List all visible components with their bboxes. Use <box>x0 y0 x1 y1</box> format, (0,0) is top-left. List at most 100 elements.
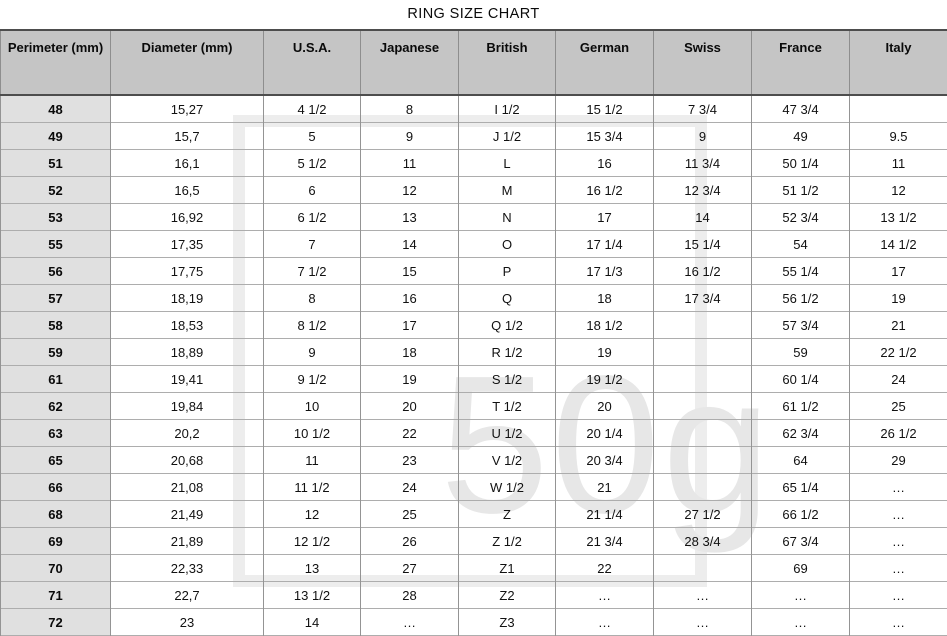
table-row: 53 16,92 6 1/2 13 N 17 14 52 3/4 13 1/2 <box>0 203 947 231</box>
cell: 13 <box>263 554 361 582</box>
cell: 7 1/2 <box>263 257 361 285</box>
cell: 26 <box>360 527 459 555</box>
cell: 54 <box>751 230 850 258</box>
cell: 16 <box>555 149 654 177</box>
cell: S 1/2 <box>458 365 556 393</box>
table-row: 56 17,75 7 1/2 15 P 17 1/3 16 1/2 55 1/4 17 <box>0 257 947 285</box>
cell: 10 <box>263 392 361 420</box>
cell: 11 3/4 <box>653 149 752 177</box>
column-header: British <box>458 30 556 96</box>
cell: 17,35 <box>110 230 264 258</box>
cell: … <box>360 608 459 636</box>
cell: 21,49 <box>110 500 264 528</box>
cell: 62 3/4 <box>751 419 850 447</box>
table-row: 62 19,84 10 20 T 1/2 20 61 1/2 25 <box>0 392 947 420</box>
cell: 19 1/2 <box>555 365 654 393</box>
cell: 14 <box>360 230 459 258</box>
cell: 20 <box>360 392 459 420</box>
cell: 5 1/2 <box>263 149 361 177</box>
cell: 21 1/4 <box>555 500 654 528</box>
cell: 19,84 <box>110 392 264 420</box>
page-title: RING SIZE CHART <box>407 6 540 22</box>
cell: 18 1/2 <box>555 311 654 339</box>
cell: 66 1/2 <box>751 500 850 528</box>
cell: V 1/2 <box>458 446 556 474</box>
column-header: Italy <box>849 30 947 96</box>
cell: 25 <box>849 392 947 420</box>
cell: 19 <box>360 365 459 393</box>
cell: 15 3/4 <box>555 122 654 150</box>
cell: Z <box>458 500 556 528</box>
column-header: France <box>751 30 850 96</box>
cell <box>653 311 752 339</box>
column-header: Diameter (mm) <box>110 30 264 96</box>
cell: 12 1/2 <box>263 527 361 555</box>
row-header-cell: 48 <box>0 95 111 123</box>
cell: L <box>458 149 556 177</box>
cell: N <box>458 203 556 231</box>
cell: 22 <box>360 419 459 447</box>
cell: 8 <box>360 95 459 123</box>
cell: Q 1/2 <box>458 311 556 339</box>
row-header-cell: 52 <box>0 176 111 204</box>
cell: 59 <box>751 338 850 366</box>
cell: 14 1/2 <box>849 230 947 258</box>
cell: 20 3/4 <box>555 446 654 474</box>
ring-size-table: Perimeter (mm) Diameter (mm) U.S.A. Japanes… <box>0 29 947 636</box>
cell: … <box>555 581 654 609</box>
row-header-cell: 57 <box>0 284 111 312</box>
row-header-cell: 71 <box>0 581 111 609</box>
cell <box>653 419 752 447</box>
cell: 10 1/2 <box>263 419 361 447</box>
cell <box>849 95 947 123</box>
cell: 50 1/4 <box>751 149 850 177</box>
cell: 15 1/2 <box>555 95 654 123</box>
cell: 67 3/4 <box>751 527 850 555</box>
table-row: 68 21,49 12 25 Z 21 1/4 27 1/2 66 1/2… <box>0 500 947 528</box>
cell <box>653 338 752 366</box>
cell: 56 1/2 <box>751 284 850 312</box>
cell: T 1/2 <box>458 392 556 420</box>
row-header-cell: 59 <box>0 338 111 366</box>
cell: … <box>849 554 947 582</box>
table-row: 48 15,27 4 1/2 8 I 1/2 15 1/2 7 3/4 47 3/4 <box>0 95 947 123</box>
cell: 51 1/2 <box>751 176 850 204</box>
cell: O <box>458 230 556 258</box>
cell: I 1/2 <box>458 95 556 123</box>
cell: W 1/2 <box>458 473 556 501</box>
cell <box>653 446 752 474</box>
cell: 65 1/4 <box>751 473 850 501</box>
cell: 12 <box>849 176 947 204</box>
cell: 22 1/2 <box>849 338 947 366</box>
cell: Z1 <box>458 554 556 582</box>
cell <box>653 473 752 501</box>
column-header: Swiss <box>653 30 752 96</box>
cell: 9 <box>653 122 752 150</box>
table-container: 50g Perimeter (mm) Diameter (mm) U.S.A. Jap… <box>0 29 947 636</box>
table-row: 55 17,35 7 14 O 17 1/4 15 1/4 54 14 1/2 <box>0 230 947 258</box>
table-row: 65 20,68 11 23 V 1/2 20 3/4 64 29 <box>0 446 947 474</box>
cell: Z 1/2 <box>458 527 556 555</box>
cell: 19 <box>555 338 654 366</box>
cell: 17 <box>360 311 459 339</box>
cell: 47 3/4 <box>751 95 850 123</box>
cell: 16,92 <box>110 203 264 231</box>
cell <box>653 392 752 420</box>
table-row: 51 16,1 5 1/2 11 L 16 11 3/4 50 1/4 11 <box>0 149 947 177</box>
table-row: 49 15,7 5 9 J 1/2 15 3/4 9 49 9.5 <box>0 122 947 150</box>
cell: 13 1/2 <box>263 581 361 609</box>
cell: 18,89 <box>110 338 264 366</box>
cell: 21 <box>849 311 947 339</box>
cell: 17 1/4 <box>555 230 654 258</box>
cell: 25 <box>360 500 459 528</box>
cell: … <box>849 608 947 636</box>
cell: 7 3/4 <box>653 95 752 123</box>
cell: 7 <box>263 230 361 258</box>
row-header-cell: 69 <box>0 527 111 555</box>
cell: 23 <box>360 446 459 474</box>
cell: Z3 <box>458 608 556 636</box>
cell: 15 <box>360 257 459 285</box>
cell: 21 <box>555 473 654 501</box>
cell: 6 1/2 <box>263 203 361 231</box>
